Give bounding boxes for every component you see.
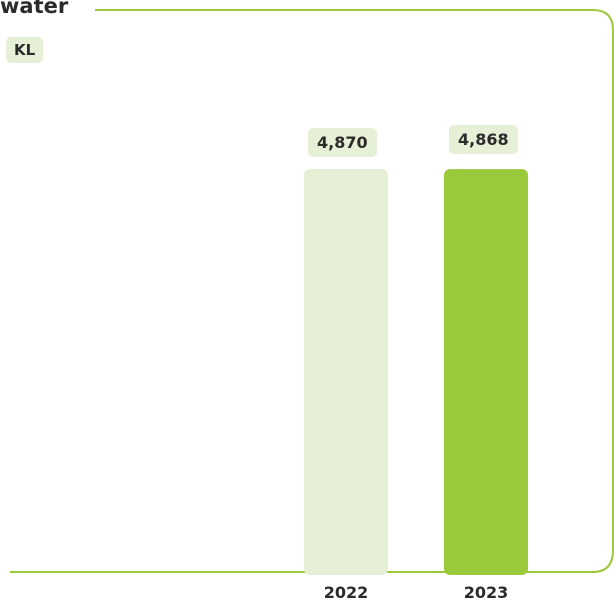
bar-2022 xyxy=(304,169,388,575)
bars-group xyxy=(304,169,528,575)
bar-2023 xyxy=(444,169,528,575)
chart-title: water xyxy=(0,0,75,20)
chart-frame-line xyxy=(10,9,614,573)
value-label-2022: 4,870 xyxy=(308,128,377,157)
unit-label: KL xyxy=(6,37,44,63)
x-tick-label-2023: 2023 xyxy=(463,583,509,602)
value-label-2023: 4,868 xyxy=(449,125,518,154)
x-tick-label-2022: 2022 xyxy=(323,583,369,602)
